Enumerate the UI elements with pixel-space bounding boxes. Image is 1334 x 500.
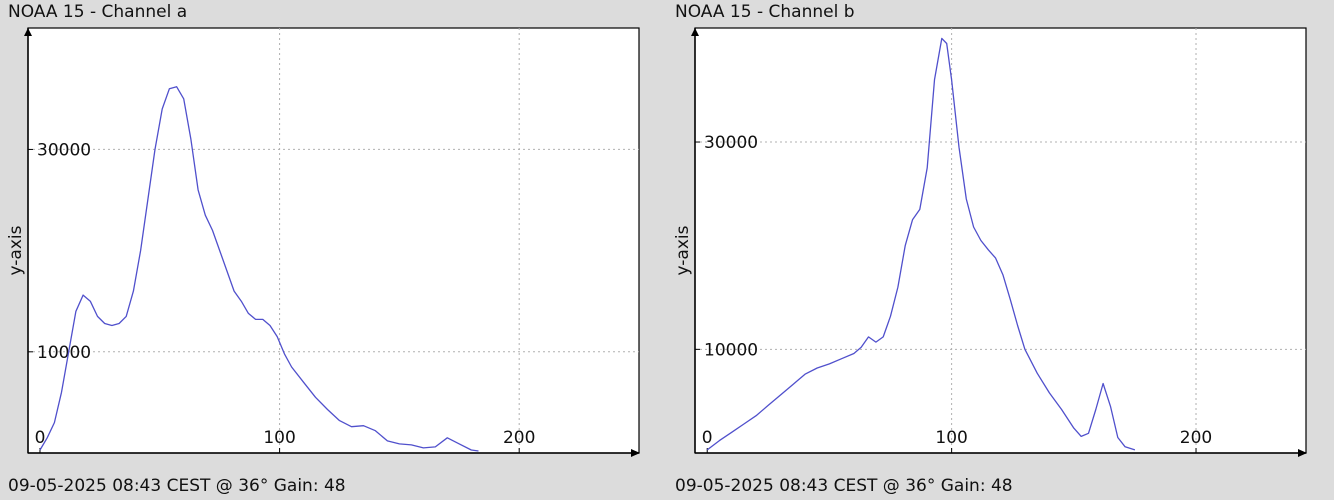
plot-area: [694, 27, 1307, 454]
series-line: [39, 86, 479, 452]
y-tick-label: 10000: [37, 343, 91, 363]
y-tick-label: 10000: [704, 340, 758, 360]
x-axis-arrow: [1298, 449, 1307, 457]
y-axis-label: y-axis: [6, 225, 26, 275]
chart-plot-b: 0 100 200 10000 30000 y-axis: [673, 27, 1307, 457]
y-axis-arrow: [691, 28, 699, 36]
x-tick-label: 200: [503, 428, 535, 448]
x-tick-label: 100: [935, 428, 967, 448]
y-tick-label: 30000: [37, 140, 91, 160]
chart-title: NOAA 15 - Channel b: [675, 2, 855, 22]
x-tick-label: 200: [1180, 428, 1212, 448]
status-footer: 09-05-2025 08:43 CEST @ 36° Gain: 48: [8, 476, 346, 496]
x-tick-label: 0: [702, 428, 713, 448]
chart-title: NOAA 15 - Channel a: [8, 2, 188, 22]
chart-panel-a: NOAA 15 - Channel a 0 100 200 10000 30000 y-a…: [6, 2, 640, 496]
series-line: [706, 37, 1136, 451]
status-footer: 09-05-2025 08:43 CEST @ 36° Gain: 48: [675, 476, 1013, 496]
x-tick-label: 0: [35, 428, 46, 448]
chart-panel-b: NOAA 15 - Channel b 0 100 200 10000 30000 y-a…: [667, 0, 1334, 500]
plot-area: [27, 27, 640, 454]
x-tick-label: 100: [263, 428, 295, 448]
x-axis-arrow: [631, 449, 640, 457]
y-tick-label: 30000: [704, 133, 758, 153]
chart-plot-a: 0 100 200 10000 30000 y-axis: [6, 27, 640, 457]
y-axis-arrow: [24, 28, 32, 36]
y-axis-label: y-axis: [673, 225, 693, 275]
